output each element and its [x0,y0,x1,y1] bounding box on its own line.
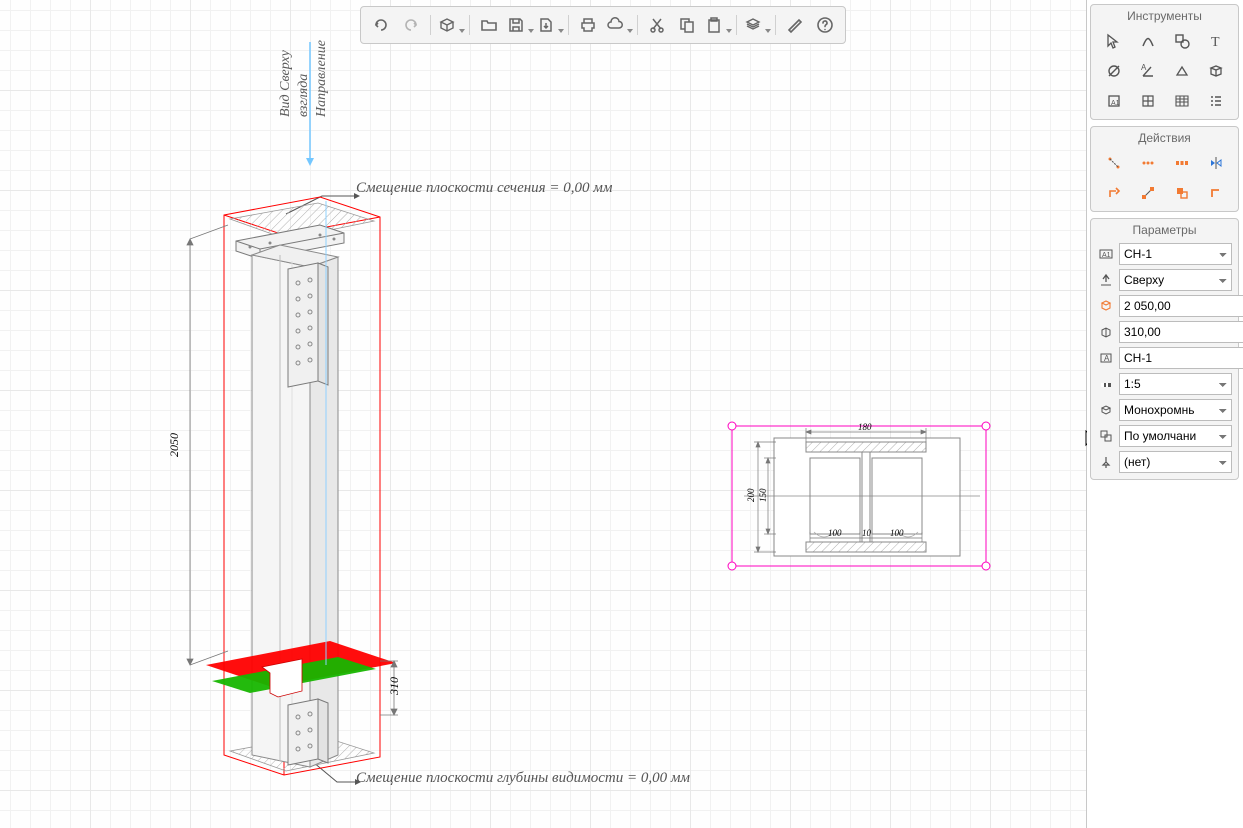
svg-text:A1: A1 [1111,100,1120,107]
section-2d-view[interactable]: 180 200 150 100 10 100 [724,420,996,576]
corner-tool[interactable] [1200,179,1232,207]
separator [568,15,569,35]
param-depth-input[interactable] [1119,321,1243,343]
text-tool[interactable]: T [1200,27,1232,55]
cube-tool[interactable] [1200,57,1232,85]
distribute-tool[interactable] [1132,149,1164,177]
dim-main-depth: 310 [387,677,401,696]
list-tool[interactable] [1200,87,1232,115]
separator [637,15,638,35]
sheet-tool[interactable]: A1 [1098,87,1130,115]
column-3d-view: 2050 310 [170,195,430,785]
duplicate-tool[interactable] [1166,179,1198,207]
param-name-select[interactable]: СН-1 [1119,243,1232,265]
save-button[interactable] [505,12,533,38]
separator [469,15,470,35]
layer-icon [1097,427,1115,445]
settings-button[interactable] [781,12,809,38]
svg-text:T: T [1211,35,1220,50]
svg-text:A: A [1104,354,1110,363]
dim-sec-b1: 100 [828,528,842,538]
label-icon: A [1097,349,1115,367]
separator [430,15,431,35]
copy-button[interactable] [673,12,701,38]
print-button[interactable] [574,12,602,38]
dim-sec-h: 200 [746,488,756,502]
paste-button[interactable] [703,12,731,38]
svg-text:A: A [1141,63,1147,72]
scale-tool[interactable] [1132,179,1164,207]
param-pin-select[interactable]: (нет) [1119,451,1232,473]
param-direction-select[interactable]: Сверху [1119,269,1232,291]
length-icon [1097,297,1115,315]
svg-text:A1: A1 [1102,252,1111,259]
grid-tool[interactable] [1132,87,1164,115]
line-tool[interactable] [1132,27,1164,55]
pin-icon [1097,453,1115,471]
param-color-select[interactable]: Монохромнь [1119,399,1232,421]
dim-main-height: 2050 [167,433,181,457]
actions-panel-title: Действия [1091,127,1238,149]
view-direction-arrow [303,40,317,170]
dim-sec-b2: 10 [862,528,872,538]
cloud-button[interactable] [604,12,632,38]
depth-icon [1097,323,1115,341]
params-panel-title: Параметры [1091,219,1238,241]
angle-tool[interactable]: A [1132,57,1164,85]
param-layer-select[interactable]: По умолчани [1119,425,1232,447]
separator [736,15,737,35]
rotate-tool[interactable] [1098,179,1130,207]
name-icon: A1 [1097,245,1115,263]
select-tool[interactable] [1098,27,1130,55]
projection-tool[interactable] [1166,57,1198,85]
scale-icon [1097,375,1115,393]
redo-button[interactable] [397,12,425,38]
undo-button[interactable] [367,12,395,38]
dim-sec-b3: 100 [890,528,904,538]
help-button[interactable] [811,12,839,38]
direction-icon [1097,271,1115,289]
params-panel: Параметры A1 СН-1 Сверху мм мм A [1090,218,1239,480]
color-icon [1097,401,1115,419]
tools-panel: Инструменты T A A1 [1090,4,1239,120]
export-button[interactable] [535,12,563,38]
tools-panel-title: Инструменты [1091,5,1238,27]
dim-sec-width: 180 [858,422,872,432]
param-scale-select[interactable]: 1:5 [1119,373,1232,395]
mirror-tool[interactable] [1200,149,1232,177]
table-tool[interactable] [1166,87,1198,115]
open-button[interactable] [475,12,503,38]
array-tool[interactable] [1166,149,1198,177]
drawing-canvas[interactable]: Вид Сверху взгляда Направление Смещение … [0,0,1087,828]
dim-sec-h2: 150 [758,488,768,502]
actions-panel: Действия [1090,126,1239,212]
model-view-button[interactable] [436,12,464,38]
view-dir-line3: Вид Сверху [278,40,294,117]
shape-tool[interactable] [1166,27,1198,55]
cut-button[interactable] [643,12,671,38]
param-label-input[interactable] [1119,347,1243,369]
separator [775,15,776,35]
main-toolbar [360,6,846,44]
side-panels: Инструменты T A A1 Действия [1087,0,1243,828]
layers-button[interactable] [742,12,770,38]
align-points-tool[interactable] [1098,149,1130,177]
param-length-input[interactable] [1119,295,1243,317]
diameter-tool[interactable] [1098,57,1130,85]
